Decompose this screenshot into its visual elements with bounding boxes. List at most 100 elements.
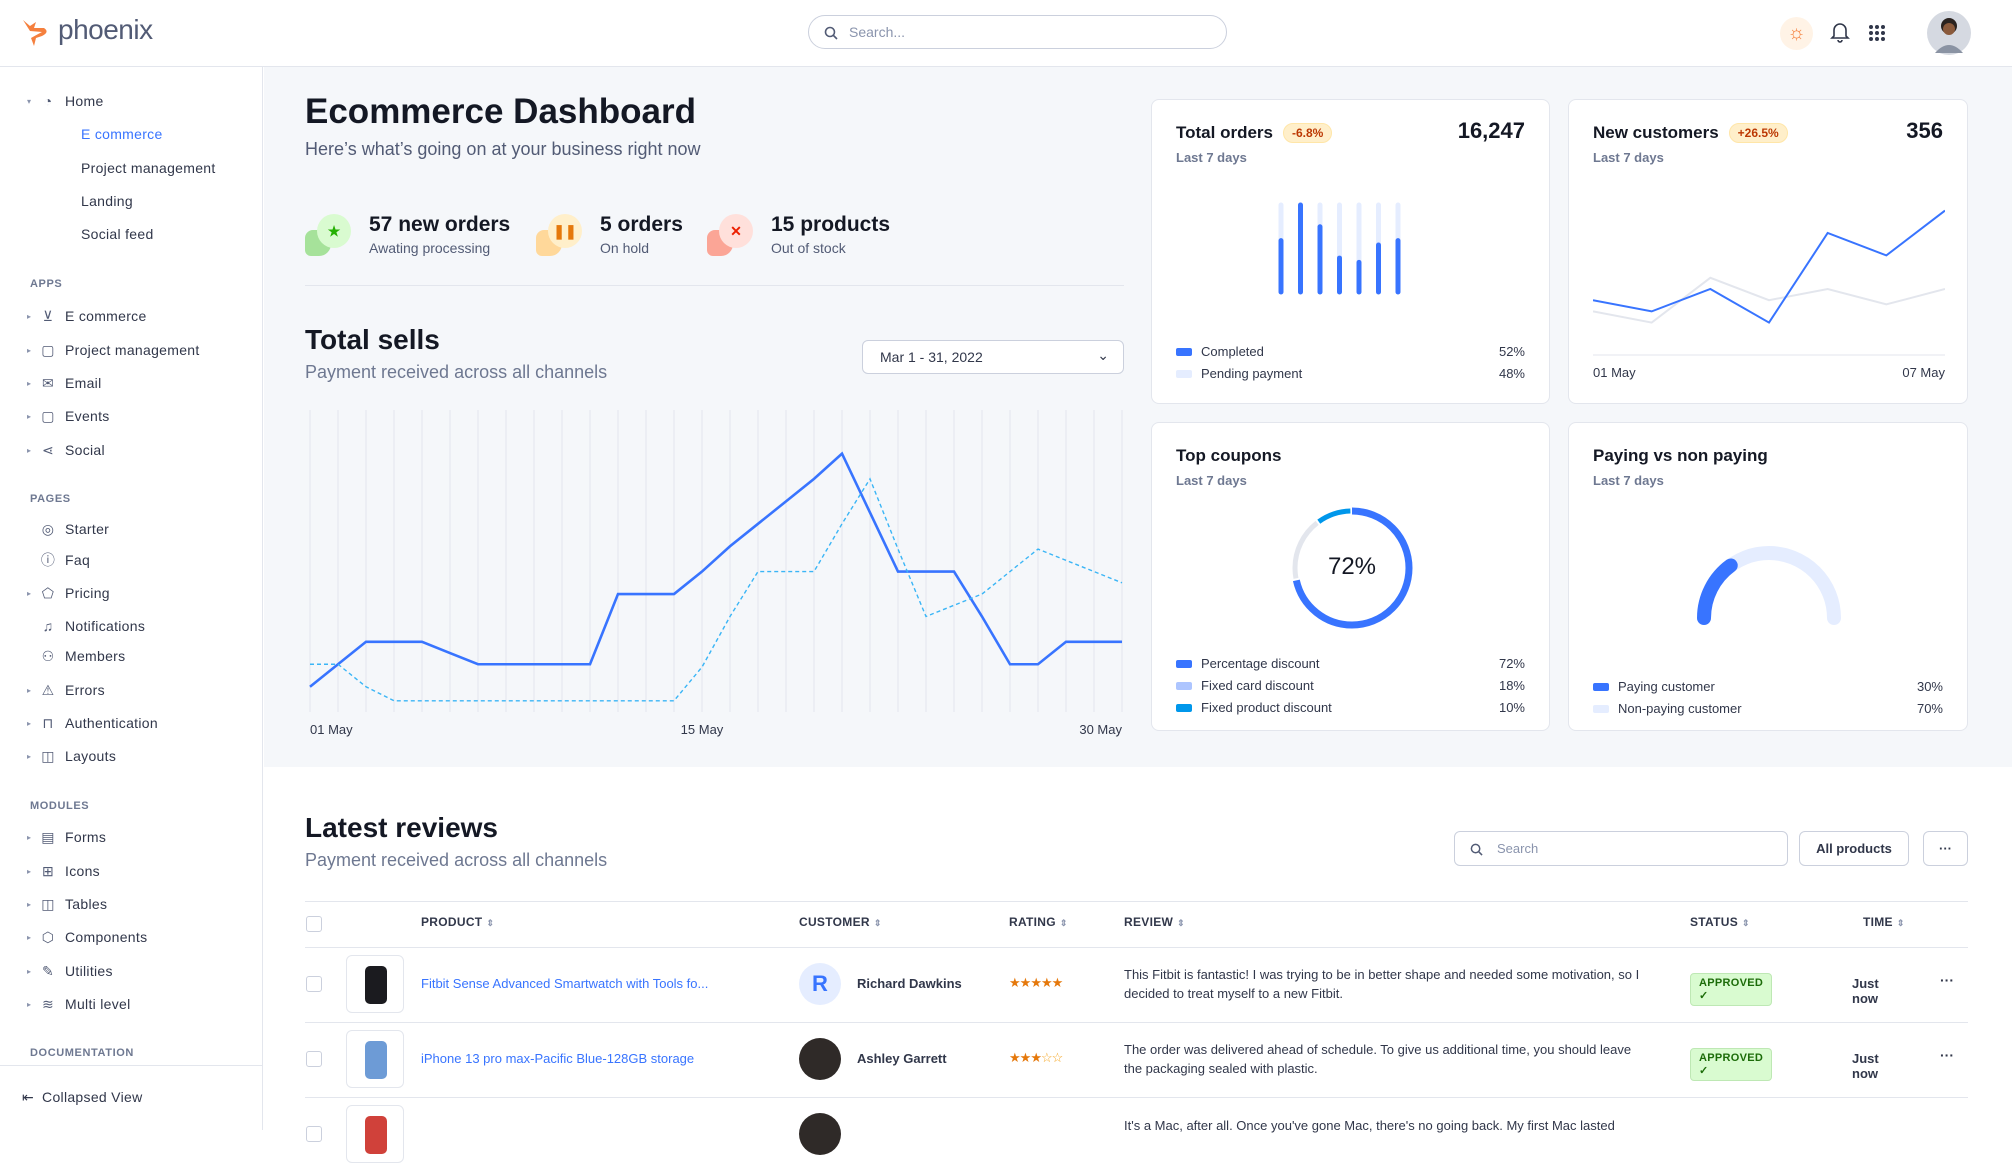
bell-icon[interactable] [1830,21,1850,43]
review-text: It's a Mac, after all. Once you've gone … [1124,1116,1644,1135]
customer-name[interactable]: Richard Dawkins [857,976,962,991]
alert-triangle-icon: ⚠ [40,682,56,699]
date-range-select[interactable]: Mar 1 - 31, 2022 ⌄ [862,340,1124,374]
sidebar-item-label: Faq [65,552,90,568]
product-image[interactable] [346,955,404,1013]
sidebar-item-label: Forms [65,829,106,845]
caret-right-icon: ▸ [27,1000,31,1009]
sidebar-item-multi-level[interactable]: ▸≋Multi level [0,992,263,1016]
column-label: REVIEW [1124,915,1173,929]
sort-icon: ⇕ [1060,918,1068,928]
sidebar-item-authentication[interactable]: ▸⊓Authentication [0,711,263,735]
rating-stars: ★★★☆☆ [1009,1050,1062,1066]
sort-icon: ⇕ [486,918,494,928]
sidebar-item-utilities[interactable]: ▸✎Utilities [0,959,263,983]
product-link[interactable]: Fitbit Sense Advanced Smartwatch with To… [421,976,708,991]
customer-avatar [799,1038,841,1080]
collapse-sidebar-button[interactable]: ⇤Collapsed View [22,1089,142,1106]
all-products-button[interactable]: All products [1799,831,1909,866]
sidebar-item-tables[interactable]: ▸◫Tables [0,892,263,916]
sidebar-item-email[interactable]: ▸✉Email [0,371,263,395]
review-time: Just now [1852,976,1879,1006]
apps-grid-icon[interactable] [1868,24,1886,42]
column-header-product[interactable]: PRODUCT⇕ [421,915,494,929]
series-line-solid [310,454,1122,687]
sidebar-item-e-commerce[interactable]: E commerce [0,122,263,146]
legend-value: 48% [1499,366,1525,381]
product-image[interactable] [346,1030,404,1088]
series-line-dashed [310,479,1122,701]
product-image[interactable] [346,1105,404,1163]
legend-item: Percentage discount 72% [1176,655,1525,675]
sidebar-item-errors[interactable]: ▸⚠Errors [0,678,263,702]
customer-name[interactable]: Ashley Garrett [857,1051,947,1066]
change-badge: +26.5% [1729,123,1788,143]
sidebar-item-home[interactable]: ▾◔Home [0,89,263,113]
chevron-down-icon: ⌄ [1097,347,1109,364]
logo-text[interactable]: phoenix [58,14,153,46]
search-placeholder: Search [1497,841,1538,856]
row-actions-button[interactable]: ··· [1940,972,1954,988]
row-checkbox[interactable] [306,1051,322,1067]
more-options-button[interactable]: ··· [1923,831,1968,866]
product-link[interactable]: iPhone 13 pro max-Pacific Blue-128GB sto… [421,1051,694,1066]
legend-value: 72% [1499,656,1525,671]
sidebar-item-label: Social feed [81,226,154,242]
card-subtitle: Last 7 days [1176,473,1247,489]
sidebar-item-forms[interactable]: ▸▤Forms [0,825,263,849]
paying-vs-nonpaying-card: Paying vs non paying Last 7 days Paying … [1568,422,1968,731]
sidebar-item-label: Social [65,442,105,458]
sidebar-item-icons[interactable]: ▸⊞Icons [0,859,263,883]
tag-icon: ⬠ [40,585,56,602]
global-search-input[interactable]: Search... [808,15,1227,49]
reviews-search-input[interactable]: Search [1454,831,1788,866]
total-orders-value: 16,247 [1458,118,1525,144]
sidebar-item-landing[interactable]: Landing [0,189,263,213]
row-checkbox[interactable] [306,976,322,992]
sidebar-item-project-management[interactable]: Project management [0,156,263,180]
caret-right-icon: ▸ [27,412,31,421]
status-badge: APPROVED ✓ [1690,1048,1772,1081]
sidebar-item-pricing[interactable]: ▸⬠Pricing [0,581,263,605]
sidebar-item-notifications[interactable]: ♫Notifications [0,614,263,638]
column-header-time[interactable]: TIME⇕ [1863,915,1905,929]
card-subtitle: Last 7 days [1593,473,1664,489]
star-icon: ★ [317,214,351,248]
sidebar-item-label: Starter [65,521,109,537]
sidebar-item-starter[interactable]: ◎Starter [0,517,263,541]
sidebar-item-project-management[interactable]: ▸▢Project management [0,338,263,362]
row-checkbox[interactable] [306,1126,322,1142]
legend-swatch [1176,704,1192,712]
column-header-customer[interactable]: CUSTOMER⇕ [799,915,882,929]
sidebar-item-components[interactable]: ▸⬡Components [0,925,263,949]
sidebar-item-label: Events [65,408,110,424]
column-header-rating[interactable]: RATING⇕ [1009,915,1068,929]
sidebar-item-e-commerce[interactable]: ▸⊻E commerce [0,304,263,328]
row-actions-button[interactable]: ··· [1940,1047,1954,1063]
status-badge: APPROVED ✓ [1690,973,1772,1006]
sidebar-item-social-feed[interactable]: Social feed [0,222,263,246]
legend-label: Percentage discount [1201,656,1320,671]
legend-swatch [1176,348,1192,356]
layers-icon: ≋ [40,996,56,1013]
top-navbar: phoenix Search... ☼ [0,0,2012,67]
sidebar-item-events[interactable]: ▸▢Events [0,404,263,428]
select-all-checkbox[interactable] [306,916,322,932]
sidebar-item-members[interactable]: ⚇Members [0,644,263,668]
column-header-status[interactable]: STATUS⇕ [1690,915,1750,929]
sidebar-item-social[interactable]: ▸⋖Social [0,438,263,462]
sidebar-section-documentation: DOCUMENTATION [30,1047,134,1059]
user-avatar[interactable] [1927,11,1971,55]
legend-swatch [1593,683,1609,691]
sidebar-item-layouts[interactable]: ▸◫Layouts [0,744,263,768]
avatar-initial: R [812,971,828,997]
column-header-review[interactable]: REVIEW⇕ [1124,915,1185,929]
sidebar-section-pages: PAGES [30,493,71,505]
star-filled-icon: ★ [1009,975,1020,990]
sun-icon[interactable]: ☼ [1780,17,1813,50]
